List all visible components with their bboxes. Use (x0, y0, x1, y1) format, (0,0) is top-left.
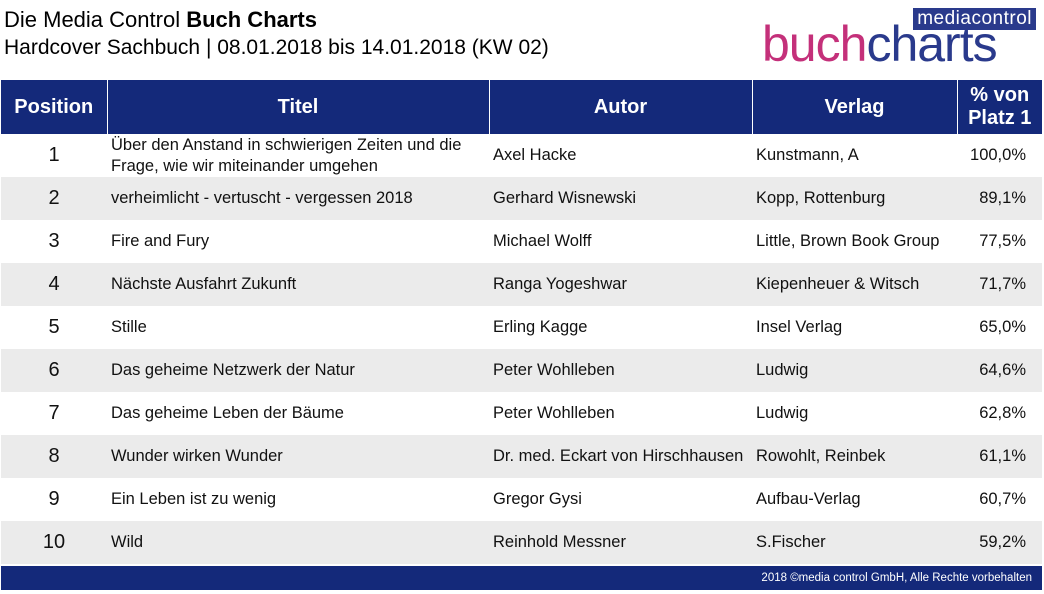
table-row: 7 Das geheime Leben der Bäume Peter Wohlle… (1, 392, 1042, 435)
cell-verlag: Kopp, Rottenburg (752, 177, 957, 220)
col-header-verlag: Verlag (752, 80, 958, 134)
cell-autor: Axel Hacke (489, 134, 752, 177)
table-row: 5 Stille Erling Kagge Insel Verlag 65,0% (1, 306, 1042, 349)
logo-wordmark: buchcharts (762, 16, 998, 72)
cell-titel: verheimlicht - vertuscht - vergessen 201… (107, 177, 489, 220)
table-row: 10 Wild Reinhold Messner S.Fischer 59,2% (1, 521, 1042, 564)
cell-position: 5 (1, 306, 107, 349)
cell-titel: Stille (107, 306, 489, 349)
footer-bar: 2018 ©media control GmbH, Alle Rechte vo… (1, 566, 1042, 590)
cell-verlag: Aufbau-Verlag (752, 478, 957, 521)
title-prefix: Die Media Control (4, 7, 187, 32)
cell-autor: Peter Wohlleben (489, 349, 752, 392)
title-bold: Buch Charts (186, 7, 317, 32)
col-header-position: Position (1, 80, 108, 134)
cell-pct: 64,6% (957, 349, 1042, 392)
table-row: 1 Über den Anstand in schwierigen Zeiten … (1, 134, 1042, 177)
logo-mediacontrol: mediacontrol (913, 8, 1036, 30)
page-title: Die Media Control Buch Charts (4, 6, 549, 34)
cell-verlag: Rowohlt, Reinbek (752, 435, 957, 478)
cell-pct: 65,0% (957, 306, 1042, 349)
cell-autor: Ranga Yogeshwar (489, 263, 752, 306)
cell-position: 1 (1, 134, 107, 177)
cell-titel: Fire and Fury (107, 220, 489, 263)
charts-table: Position Titel Autor Verlag % von Platz … (1, 80, 1042, 564)
cell-pct: 61,1% (957, 435, 1042, 478)
cell-autor: Reinhold Messner (489, 521, 752, 564)
cell-titel: Ein Leben ist zu wenig (107, 478, 489, 521)
table-header-row: Position Titel Autor Verlag % von Platz … (1, 80, 1042, 134)
table-row: 4 Nächste Ausfahrt Zukunft Ranga Yogeshwar… (1, 263, 1042, 306)
col-header-pct: % von Platz 1 (957, 80, 1042, 134)
cell-verlag: Ludwig (752, 392, 957, 435)
cell-position: 10 (1, 521, 107, 564)
cell-pct: 62,8% (957, 392, 1042, 435)
cell-titel: Wild (107, 521, 489, 564)
cell-titel: Nächste Ausfahrt Zukunft (107, 263, 489, 306)
cell-position: 2 (1, 177, 107, 220)
cell-verlag: S.Fischer (752, 521, 957, 564)
cell-autor: Gerhard Wisnewski (489, 177, 752, 220)
buchcharts-logo: mediacontrol buchcharts (762, 8, 1042, 72)
cell-titel: Über den Anstand in schwierigen Zeiten u… (107, 134, 489, 177)
cell-position: 6 (1, 349, 107, 392)
cell-autor: Michael Wolff (489, 220, 752, 263)
cell-titel: Wunder wirken Wunder (107, 435, 489, 478)
cell-autor: Gregor Gysi (489, 478, 752, 521)
table-row: 3 Fire and Fury Michael Wolff Little, Brown… (1, 220, 1042, 263)
cell-pct: 89,1% (957, 177, 1042, 220)
cell-position: 4 (1, 263, 107, 306)
cell-pct: 71,7% (957, 263, 1042, 306)
cell-autor: Peter Wohlleben (489, 392, 752, 435)
cell-position: 3 (1, 220, 107, 263)
page-header: Die Media Control Buch Charts Hardcover … (4, 6, 549, 62)
cell-autor: Dr. med. Eckart von Hirschhausen (489, 435, 752, 478)
table-row: 2 verheimlicht - vertuscht - vergessen 20… (1, 177, 1042, 220)
cell-verlag: Kiepenheuer & Witsch (752, 263, 957, 306)
logo-charts: charts (866, 16, 997, 72)
cell-titel: Das geheime Netzwerk der Natur (107, 349, 489, 392)
cell-titel: Das geheime Leben der Bäume (107, 392, 489, 435)
cell-verlag: Little, Brown Book Group (752, 220, 957, 263)
table-row: 9 Ein Leben ist zu wenig Gregor Gysi Aufbau… (1, 478, 1042, 521)
cell-autor: Erling Kagge (489, 306, 752, 349)
cell-verlag: Insel Verlag (752, 306, 957, 349)
copyright-text: 2018 ©media control GmbH, Alle Rechte vo… (761, 572, 1032, 584)
table-row: 6 Das geheime Netzwerk der Natur Peter Woh… (1, 349, 1042, 392)
logo-buch: buch (762, 16, 867, 72)
cell-position: 8 (1, 435, 107, 478)
page-subtitle: Hardcover Sachbuch | 08.01.2018 bis 14.0… (4, 36, 549, 59)
cell-position: 7 (1, 392, 107, 435)
cell-pct: 59,2% (957, 521, 1042, 564)
cell-pct: 60,7% (957, 478, 1042, 521)
cell-verlag: Kunstmann, A (752, 134, 957, 177)
col-header-titel: Titel (107, 80, 490, 134)
cell-pct: 77,5% (957, 220, 1042, 263)
table-row: 8 Wunder wirken Wunder Dr. med. Eckart von… (1, 435, 1042, 478)
cell-verlag: Ludwig (752, 349, 957, 392)
cell-pct: 100,0% (957, 134, 1042, 177)
col-header-autor: Autor (489, 80, 753, 134)
cell-position: 9 (1, 478, 107, 521)
